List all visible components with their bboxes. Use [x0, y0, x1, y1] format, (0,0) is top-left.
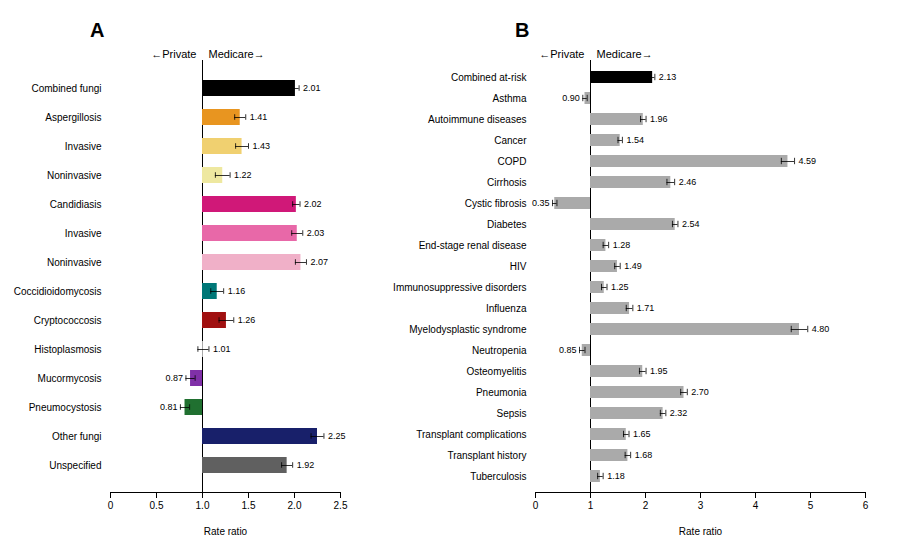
- svg-text:2.32: 2.32: [670, 408, 688, 418]
- svg-text:1.71: 1.71: [637, 303, 655, 313]
- svg-text:Neutropenia: Neutropenia: [472, 345, 527, 356]
- svg-text:Influenza: Influenza: [486, 303, 527, 314]
- svg-text:1.18: 1.18: [607, 471, 625, 481]
- svg-text:Cryptococcosis: Cryptococcosis: [34, 315, 102, 326]
- svg-text:Unspecified: Unspecified: [49, 460, 101, 471]
- svg-text:Osteomyelitis: Osteomyelitis: [466, 366, 526, 377]
- svg-text:Invasive: Invasive: [59, 228, 102, 239]
- svg-text:Sepsis: Sepsis: [496, 408, 526, 419]
- svg-text:0: 0: [108, 500, 114, 511]
- svg-text:1.5: 1.5: [242, 500, 256, 511]
- svg-text:Tuberculosis: Tuberculosis: [470, 471, 526, 482]
- svg-text:3: 3: [698, 500, 704, 511]
- svg-text:4.59: 4.59: [799, 156, 817, 166]
- svg-text:Asthma: Asthma: [493, 93, 527, 104]
- svg-text:1.68: 1.68: [635, 450, 653, 460]
- svg-text:4: 4: [753, 500, 759, 511]
- svg-text:Autoimmune diseases: Autoimmune diseases: [428, 114, 526, 125]
- svg-text:←Private: ←Private: [539, 48, 584, 60]
- svg-text:Combined at-risk: Combined at-risk: [451, 72, 528, 83]
- svg-text:Candidiasis: Candidiasis: [50, 199, 102, 210]
- svg-text:Medicare→: Medicare→: [597, 48, 653, 60]
- svg-text:0.35: 0.35: [532, 198, 550, 208]
- svg-text:HIV: HIV: [510, 261, 527, 272]
- svg-text:Cancer: Cancer: [494, 135, 527, 146]
- svg-text:Transplant history: Transplant history: [447, 450, 526, 461]
- svg-text:1.01: 1.01: [213, 344, 231, 354]
- svg-text:2.5: 2.5: [334, 500, 348, 511]
- svg-text:1.65: 1.65: [633, 429, 651, 439]
- svg-text:Histoplasmosis: Histoplasmosis: [34, 344, 101, 355]
- svg-text:2.25: 2.25: [328, 431, 346, 441]
- svg-text:2.02: 2.02: [304, 199, 322, 209]
- svg-text:COPD: COPD: [498, 156, 527, 167]
- svg-text:2.46: 2.46: [679, 177, 697, 187]
- svg-text:Rate ratio: Rate ratio: [204, 526, 248, 537]
- svg-text:1.41: 1.41: [250, 112, 268, 122]
- svg-text:2.07: 2.07: [310, 257, 328, 267]
- svg-text:1.92: 1.92: [297, 460, 315, 470]
- svg-text:0.90: 0.90: [562, 93, 580, 103]
- svg-text:Coccidioidomycosis: Coccidioidomycosis: [14, 286, 102, 297]
- svg-text:Invasive: Invasive: [59, 141, 102, 152]
- svg-text:0.87: 0.87: [165, 373, 183, 383]
- svg-text:1.0: 1.0: [196, 500, 210, 511]
- svg-text:1.95: 1.95: [650, 366, 668, 376]
- svg-text:0.85: 0.85: [559, 345, 577, 355]
- svg-text:2.54: 2.54: [682, 219, 700, 229]
- svg-text:Other fungi: Other fungi: [52, 431, 101, 442]
- svg-text:Mucormycosis: Mucormycosis: [38, 373, 102, 384]
- svg-text:1.26: 1.26: [238, 315, 256, 325]
- svg-text:1.54: 1.54: [626, 135, 644, 145]
- svg-text:1.28: 1.28: [613, 240, 631, 250]
- svg-text:1.22: 1.22: [234, 170, 252, 180]
- svg-text:←Private: ←Private: [151, 48, 196, 60]
- svg-text:1.96: 1.96: [650, 114, 668, 124]
- svg-text:Cystic fibrosis: Cystic fibrosis: [465, 198, 527, 209]
- svg-text:2.01: 2.01: [303, 83, 321, 93]
- svg-text:Medicare→: Medicare→: [209, 48, 265, 60]
- svg-text:2.13: 2.13: [659, 72, 677, 82]
- svg-text:2.0: 2.0: [288, 500, 302, 511]
- svg-text:Myelodysplastic syndrome: Myelodysplastic syndrome: [409, 324, 527, 335]
- svg-text:Transplant complications: Transplant complications: [416, 429, 526, 440]
- svg-text:4.80: 4.80: [812, 324, 830, 334]
- svg-text:Pneumonia: Pneumonia: [476, 387, 527, 398]
- svg-text:Immunosuppressive disorders: Immunosuppressive disorders: [393, 282, 526, 293]
- svg-text:1.43: 1.43: [253, 141, 271, 151]
- svg-text:1.49: 1.49: [624, 261, 642, 271]
- svg-text:2.03: 2.03: [307, 228, 325, 238]
- svg-text:End-stage renal disease: End-stage renal disease: [419, 240, 527, 251]
- svg-text:Aspergillosis: Aspergillosis: [45, 112, 101, 123]
- svg-text:A: A: [90, 19, 104, 41]
- svg-text:1.16: 1.16: [228, 286, 246, 296]
- svg-text:2.70: 2.70: [691, 387, 709, 397]
- svg-text:B: B: [515, 19, 529, 41]
- svg-text:1: 1: [588, 500, 594, 511]
- svg-text:Noninvasive: Noninvasive: [41, 170, 101, 181]
- svg-text:Noninvasive: Noninvasive: [41, 257, 101, 268]
- svg-text:2: 2: [643, 500, 649, 511]
- svg-text:Cirrhosis: Cirrhosis: [487, 177, 526, 188]
- svg-text:0: 0: [533, 500, 539, 511]
- svg-text:Diabetes: Diabetes: [487, 219, 526, 230]
- svg-text:5: 5: [808, 500, 814, 511]
- svg-text:Combined fungi: Combined fungi: [31, 83, 101, 94]
- svg-text:1.25: 1.25: [611, 282, 629, 292]
- svg-text:0.5: 0.5: [150, 500, 164, 511]
- svg-text:Pneumocystosis: Pneumocystosis: [29, 402, 102, 413]
- svg-text:6: 6: [863, 500, 869, 511]
- svg-text:0.81: 0.81: [160, 402, 178, 412]
- svg-text:Rate ratio: Rate ratio: [679, 526, 723, 537]
